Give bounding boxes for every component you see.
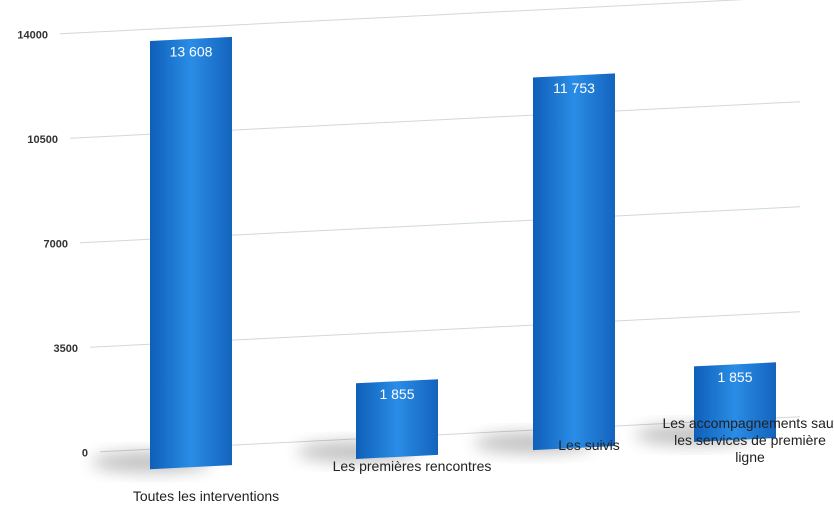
bar	[533, 73, 615, 451]
y-tick-label: 10500	[27, 134, 58, 146]
x-tick-label: Toutes les interventions	[132, 488, 280, 504]
y-tick-label: 7000	[44, 239, 68, 251]
x-tick-label: Les premières rencontres	[332, 458, 492, 474]
value-label: 13 608	[170, 44, 213, 60]
grid-line	[59, 0, 746, 35]
x-tick-label: Les suivis	[558, 437, 620, 453]
y-tick-label: 14000	[17, 30, 48, 42]
value-label: 1 855	[379, 386, 414, 402]
x-tick-label: Les accompagnements sauf les services de…	[662, 415, 834, 465]
y-tick-label: 0	[82, 448, 88, 460]
bar	[356, 379, 438, 459]
bar	[694, 362, 776, 443]
y-tick-label: 3500	[54, 343, 78, 355]
value-label: 1 855	[717, 369, 752, 385]
bar	[150, 36, 232, 470]
value-label: 11 753	[553, 80, 595, 96]
